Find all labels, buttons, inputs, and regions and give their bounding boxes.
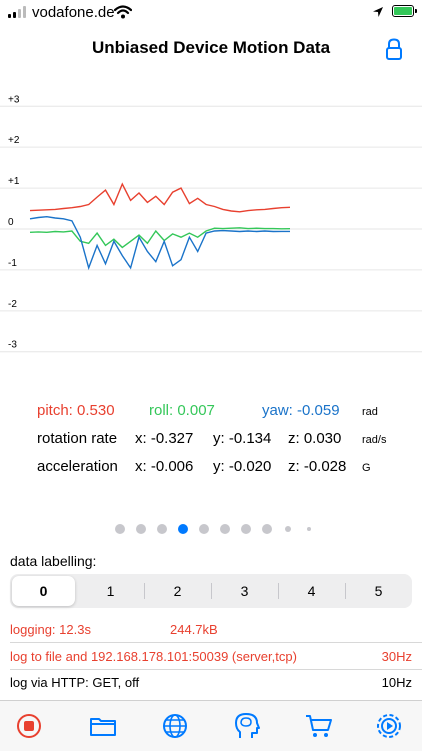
segment-divider xyxy=(278,583,279,599)
acceleration-label: acceleration xyxy=(37,458,118,475)
labelling-option-5[interactable]: 5 xyxy=(374,583,383,599)
wifi-icon xyxy=(114,5,132,19)
rotation-y-value: y: -0.134 xyxy=(213,430,272,447)
labelling-option-4[interactable]: 4 xyxy=(307,583,316,599)
page-dot[interactable] xyxy=(178,524,188,534)
accel-unit: G xyxy=(362,462,371,474)
logging-size: 244.7kB xyxy=(170,622,218,637)
rotation-rate-label: rotation rate xyxy=(37,430,118,447)
battery-icon xyxy=(392,5,417,17)
segment-divider xyxy=(345,583,346,599)
labelling-option-1[interactable]: 1 xyxy=(106,583,115,599)
page-dot[interactable] xyxy=(262,524,272,534)
settings-gear-icon[interactable] xyxy=(374,711,404,741)
accel-y-value: y: -0.020 xyxy=(213,458,272,475)
labelling-option-2[interactable]: 2 xyxy=(173,583,182,599)
logging-duration: logging: 12.3s xyxy=(10,622,91,637)
page-indicator[interactable] xyxy=(0,520,422,540)
rotation-x-value: x: -0.327 xyxy=(135,430,194,447)
carrier-name: vodafone.de xyxy=(32,4,115,21)
globe-network-icon[interactable] xyxy=(160,711,190,741)
status-bar: vodafone.de xyxy=(0,0,422,26)
y-tick-label: +1 xyxy=(8,176,20,187)
series-line-yaw xyxy=(29,215,290,271)
brain-head-icon[interactable] xyxy=(232,711,262,741)
labelling-option-3[interactable]: 3 xyxy=(240,583,249,599)
page-dot[interactable] xyxy=(115,524,125,534)
y-tick-label: 0 xyxy=(8,217,14,228)
labelling-segmented-control[interactable]: 0 1 2 3 4 5 xyxy=(10,574,412,608)
rotation-z-value: z: 0.030 xyxy=(288,430,342,447)
y-tick-label: -1 xyxy=(8,258,17,269)
series-line-roll xyxy=(29,227,291,249)
y-tick-label: +2 xyxy=(8,135,20,146)
record-stop-icon[interactable] xyxy=(14,711,44,741)
divider xyxy=(10,642,422,643)
pitch-value: pitch: 0.530 xyxy=(37,402,115,419)
y-tick-label: +3 xyxy=(8,94,20,105)
motion-chart: +3 +2 +1 0 -1 -2 -3 xyxy=(0,94,422,353)
labelling-option-0[interactable]: 0 xyxy=(12,576,75,606)
lock-icon[interactable] xyxy=(384,38,404,60)
accel-z-value: z: -0.028 xyxy=(288,458,347,475)
log-target[interactable]: log to file and 192.168.178.101:50039 (s… xyxy=(10,649,297,664)
page-title: Unbiased Device Motion Data xyxy=(91,38,331,57)
accel-x-value: x: -0.006 xyxy=(135,458,194,475)
divider xyxy=(10,669,422,670)
page-dot[interactable] xyxy=(199,524,209,534)
yaw-value: yaw: -0.059 xyxy=(262,402,340,419)
segment-divider xyxy=(144,583,145,599)
rotation-unit: rad/s xyxy=(362,434,387,446)
tab-bar xyxy=(0,700,422,751)
y-tick-label: -3 xyxy=(8,340,17,351)
signal-strength-icon xyxy=(8,6,28,18)
labelling-title: data labelling: xyxy=(10,553,97,569)
page-dot[interactable] xyxy=(157,524,167,534)
http-log-setting[interactable]: log via HTTP: GET, off xyxy=(10,675,140,690)
page-dot[interactable] xyxy=(307,527,311,531)
page-dot[interactable] xyxy=(220,524,230,534)
page-dot[interactable] xyxy=(285,526,291,532)
folder-icon[interactable] xyxy=(88,711,118,741)
page-dot[interactable] xyxy=(136,524,146,534)
log-rate: 30Hz xyxy=(381,649,412,664)
segment-divider xyxy=(211,583,212,599)
y-tick-label: -2 xyxy=(8,299,17,310)
angle-unit: rad xyxy=(362,406,378,418)
shopping-cart-icon[interactable] xyxy=(304,711,334,741)
location-arrow-icon xyxy=(373,7,383,17)
http-rate: 10Hz xyxy=(381,675,412,690)
series-line-pitch xyxy=(29,182,291,213)
roll-value: roll: 0.007 xyxy=(149,402,215,419)
page-dot[interactable] xyxy=(241,524,251,534)
